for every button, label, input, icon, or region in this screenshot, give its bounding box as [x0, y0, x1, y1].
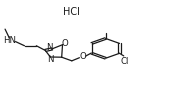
Text: N: N — [46, 43, 53, 52]
Text: O: O — [62, 39, 69, 48]
Text: HCl: HCl — [63, 7, 79, 17]
Text: Cl: Cl — [120, 57, 129, 66]
Text: N: N — [47, 55, 54, 64]
Text: HN: HN — [3, 36, 16, 45]
Text: O: O — [79, 52, 86, 61]
